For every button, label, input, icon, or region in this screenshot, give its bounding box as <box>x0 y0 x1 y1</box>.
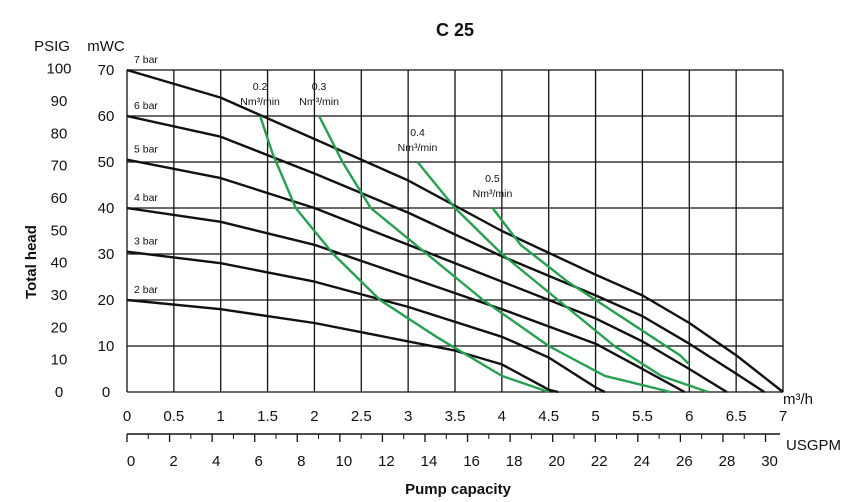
y-tick-label: 60 <box>98 108 115 125</box>
y-tick-label: 20 <box>98 292 115 309</box>
x-tick-label: 4.5 <box>538 408 559 425</box>
x-tick-label: 2.5 <box>351 408 372 425</box>
y2-tick-label: 50 <box>51 222 68 239</box>
y-axis-title: Total head <box>23 225 40 299</box>
y-tick-label: 40 <box>98 200 115 217</box>
x-tick-label: 7 <box>779 408 787 425</box>
y2-tick-label: 90 <box>51 93 68 110</box>
y2-tick-label: 70 <box>51 158 68 175</box>
pressure-curve <box>126 158 728 394</box>
pressure-curve-label: 2 bar <box>134 284 158 296</box>
x-tick-label: 3.5 <box>445 408 466 425</box>
air-consumption-curve <box>258 115 550 394</box>
x-axis-title: Pump capacity <box>405 481 512 498</box>
x2-tick-label: 14 <box>421 453 438 470</box>
x-tick-label: 3 <box>404 408 412 425</box>
x-tick-label: 1.5 <box>257 408 278 425</box>
y-tick-label: 50 <box>98 154 115 171</box>
pressure-curve <box>126 298 559 394</box>
y2-tick-label: 20 <box>51 319 68 336</box>
x2-tick-label: 16 <box>463 453 480 470</box>
air-consumption-curve <box>491 207 691 366</box>
x2-tick-label: 20 <box>548 453 565 470</box>
x-tick-label: 0 <box>123 408 131 425</box>
x2-tick-label: 30 <box>761 453 778 470</box>
y-tick-label: 30 <box>98 246 115 263</box>
x2-tick-label: 22 <box>591 453 608 470</box>
air-consumption-curve <box>416 161 709 394</box>
y-tick-label: 0 <box>102 384 110 401</box>
pressure-curve <box>126 114 765 394</box>
air-consumption-label: 0.2 <box>253 81 268 93</box>
pressure-curve-label: 6 bar <box>134 100 158 112</box>
x-tick-label: 6 <box>685 408 693 425</box>
y2-tick-label: 100 <box>46 61 71 78</box>
x-tick-label: 1 <box>217 408 225 425</box>
x2-tick-label: 26 <box>676 453 693 470</box>
y2-tick-label: 10 <box>51 352 68 369</box>
x-tick-label: 2 <box>310 408 318 425</box>
chart-title: C 25 <box>436 20 474 40</box>
secondary-x-axis <box>126 433 780 442</box>
x2-unit-label: USGPM <box>786 437 841 454</box>
air-consumption-curve <box>318 115 671 394</box>
y-tick-label: 70 <box>98 62 115 79</box>
y2-tick-label: 80 <box>51 125 68 142</box>
x2-tick-label: 0 <box>127 453 135 470</box>
pressure-curve-label: 3 bar <box>134 236 158 248</box>
y2-tick-label: 60 <box>51 190 68 207</box>
y2-unit-label: PSIG <box>34 38 70 55</box>
x-tick-label: 4 <box>498 408 506 425</box>
air-consumption-unit-label: Nm³/min <box>240 96 280 108</box>
x2-tick-label: 12 <box>378 453 395 470</box>
x-tick-label: 5.5 <box>632 408 653 425</box>
pressure-curve-label: 4 bar <box>134 192 158 204</box>
pressure-curve-label: 7 bar <box>134 54 158 66</box>
x2-tick-label: 10 <box>336 453 353 470</box>
x2-tick-label: 8 <box>297 453 305 470</box>
pressure-curve <box>126 206 686 394</box>
x-tick-label: 5 <box>591 408 599 425</box>
air-consumption-unit-label: Nm³/min <box>473 188 513 200</box>
y2-tick-label: 0 <box>55 384 63 401</box>
y2-tick-label: 40 <box>51 255 68 272</box>
air-consumption-label: 0.3 <box>312 81 327 93</box>
x2-tick-label: 6 <box>255 453 263 470</box>
x-tick-label: 6.5 <box>726 408 747 425</box>
x-tick-label: 0.5 <box>163 408 184 425</box>
x2-tick-label: 24 <box>633 453 650 470</box>
air-consumption-unit-label: Nm³/min <box>299 96 339 108</box>
y-unit-label: mWC <box>87 38 125 55</box>
pressure-curve <box>126 68 784 393</box>
pressure-curve <box>126 250 606 394</box>
y-tick-label: 10 <box>98 338 115 355</box>
air-consumption-label: 0.4 <box>410 127 425 139</box>
x2-tick-label: 28 <box>719 453 736 470</box>
pressure-curve-label: 5 bar <box>134 144 158 156</box>
y2-tick-label: 30 <box>51 287 68 304</box>
x-unit-label: m³/h <box>783 391 813 408</box>
air-consumption-label: 0.5 <box>485 173 500 185</box>
x2-tick-label: 18 <box>506 453 523 470</box>
x2-tick-label: 4 <box>212 453 220 470</box>
x2-tick-label: 2 <box>169 453 177 470</box>
air-consumption-unit-label: Nm³/min <box>398 142 438 154</box>
grid-lines <box>126 69 784 393</box>
